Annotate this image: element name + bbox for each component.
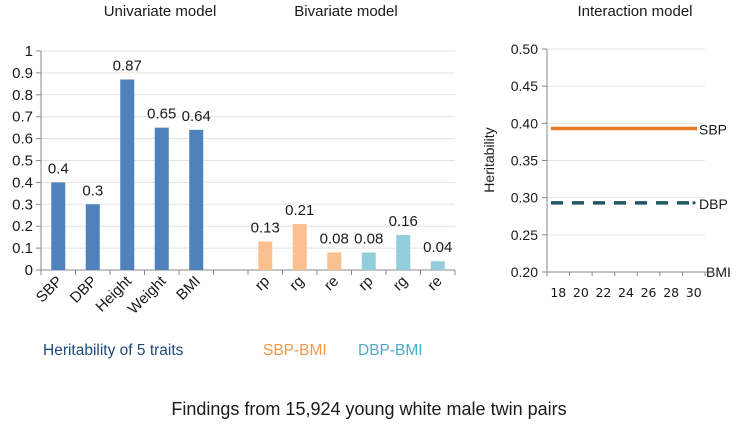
category-label: re xyxy=(424,273,445,294)
y-tick-label: 0.9 xyxy=(12,65,33,82)
category-label: rp xyxy=(252,273,273,294)
x-tick-label: 18 xyxy=(550,285,566,300)
series-label-dbp: DBP xyxy=(699,196,728,212)
y-tick-label: 0.45 xyxy=(511,78,538,94)
data-label: 0.21 xyxy=(285,202,314,219)
bar xyxy=(189,129,204,270)
x-axis-title: BMI xyxy=(706,264,731,280)
section-title-interaction: Interaction model xyxy=(577,3,692,20)
y-tick-label: 0 xyxy=(25,262,33,279)
section-title-bivariate: Bivariate model xyxy=(294,3,397,20)
footer-caption: Findings from 15,924 young white male tw… xyxy=(171,399,566,419)
y-tick-label: 0.20 xyxy=(511,264,538,280)
bar xyxy=(430,261,445,270)
x-tick-label: 30 xyxy=(686,285,702,300)
data-label: 0.4 xyxy=(48,160,69,177)
bar xyxy=(51,182,66,270)
y-tick-label: 0.4 xyxy=(12,174,33,191)
y-tick-label: 1 xyxy=(25,43,33,60)
x-tick-label: 24 xyxy=(618,285,634,300)
bar xyxy=(258,241,273,270)
y-tick-label: 0.35 xyxy=(511,153,538,169)
category-label: re xyxy=(321,273,342,294)
data-label: 0.04 xyxy=(423,239,452,256)
group-label-univariate: Heritability of 5 traits xyxy=(43,342,184,359)
category-label: rg xyxy=(286,273,307,294)
x-tick-label: 26 xyxy=(641,285,657,300)
section-title-univariate: Univariate model xyxy=(104,3,217,20)
group-label-dbp-bmi: DBP-BMI xyxy=(358,342,423,359)
data-label: 0.13 xyxy=(251,220,280,237)
category-label: rp xyxy=(355,273,376,294)
bar-chart: Univariate model Bivariate model 0 0.1 0.2 0.… xyxy=(12,3,456,359)
bar xyxy=(361,252,376,270)
series-label-sbp: SBP xyxy=(699,122,727,138)
interaction-line-chart: Interaction model 0.20 0.25 0.30 0.35 0.40 0.4… xyxy=(481,3,731,300)
bar xyxy=(154,127,169,271)
y-tick-label: 0.6 xyxy=(12,131,33,148)
category-label: BMI xyxy=(173,273,204,304)
bar xyxy=(292,224,307,270)
x-tick-label: 28 xyxy=(663,285,679,300)
data-label: 0.08 xyxy=(320,230,349,247)
y-tick-label: 0.5 xyxy=(12,153,33,170)
bar xyxy=(396,234,411,270)
series-end-dot xyxy=(692,201,696,205)
y-axis-title: Heritability xyxy=(481,127,497,192)
category-label: Weight xyxy=(125,272,170,317)
data-label: 0.16 xyxy=(389,213,418,230)
category-label: SBP xyxy=(33,273,66,306)
data-label: 0.64 xyxy=(182,108,211,125)
bar xyxy=(120,79,135,270)
group-label-sbp-bmi: SBP-BMI xyxy=(263,342,327,359)
y-tick-label: 0.30 xyxy=(511,190,538,206)
y-tick-label: 0.50 xyxy=(511,41,538,57)
y-tick-label: 0.7 xyxy=(12,109,33,126)
x-tick-label: 20 xyxy=(573,285,589,300)
data-label: 0.65 xyxy=(147,106,176,123)
x-tick-label: 22 xyxy=(595,285,611,300)
y-tick-label: 0.1 xyxy=(12,240,33,257)
data-label: 0.08 xyxy=(354,230,383,247)
y-tick-label: 0.8 xyxy=(12,87,33,104)
bar xyxy=(85,204,100,270)
data-label: 0.3 xyxy=(82,182,103,199)
data-label: 0.87 xyxy=(113,57,142,74)
bar xyxy=(327,252,342,270)
y-tick-label: 0.25 xyxy=(511,227,538,243)
y-tick-label: 0.40 xyxy=(511,115,538,131)
y-tick-label: 0.3 xyxy=(12,196,33,213)
y-tick-label: 0.2 xyxy=(12,218,33,235)
category-label: rg xyxy=(390,273,411,294)
